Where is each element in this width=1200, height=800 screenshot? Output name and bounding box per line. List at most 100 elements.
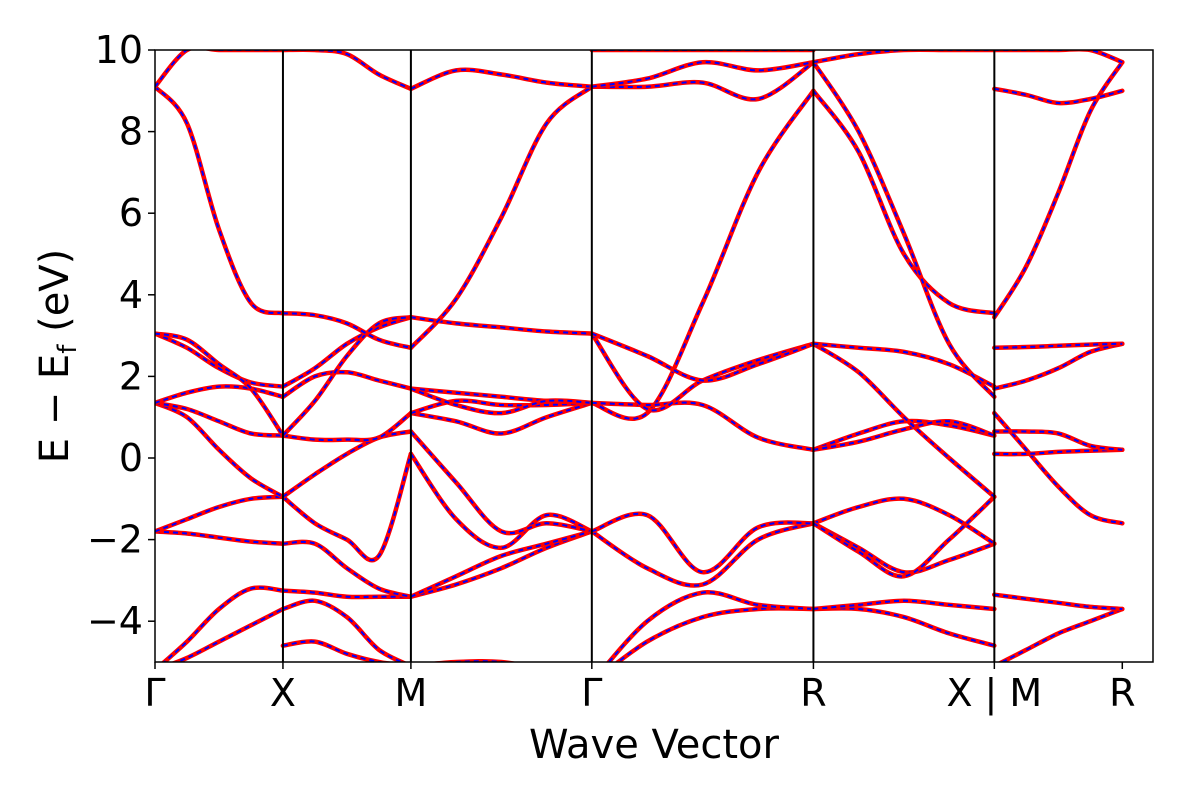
band-line-red-s2-b3 [408, 451, 595, 551]
band-line-blue-s3-b9 [591, 61, 814, 88]
band-line-red-s4-b0 [811, 606, 997, 648]
band-line-blue-s5-b0 [1000, 608, 1123, 662]
band-line-blue-s5-b4 [994, 430, 1123, 451]
band-line-red-s0-b9 [155, 84, 286, 316]
band-line-red-s0-b3 [155, 494, 286, 534]
band-line-blue-s1-b11 [282, 50, 412, 90]
band-line-blue-s0-b2 [155, 530, 283, 545]
plot-frame [154, 49, 1154, 663]
y-tick-label-7: 10 [95, 28, 143, 72]
x-tick-label-1: X [270, 671, 296, 715]
band-line-blue-s0-b10 [155, 50, 283, 88]
band-line-blue-s1-b0 [282, 640, 386, 662]
band-line-blue-s4-b6 [813, 420, 995, 451]
band-line-red-s0-b10 [155, 50, 286, 89]
band-line-blue-s2-b11 [410, 68, 592, 90]
band-line-blue-s5-b8 [994, 87, 1123, 105]
x-tick-label-6: R [1109, 671, 1135, 715]
band-line-red-s1-b5 [280, 429, 414, 500]
y-axis-title-unit: (eV) [32, 249, 78, 345]
band-line-blue-s3-b7 [591, 332, 814, 382]
band-line-red-s3-b2 [589, 521, 816, 588]
band-line-blue-s3-b5 [591, 401, 814, 451]
band-line-blue-s2-b0 [441, 660, 510, 662]
band-line-blue-s4-b11 [813, 50, 995, 64]
band-line-blue-s2-b8 [410, 387, 592, 415]
band-line-red-s5-b7 [992, 59, 1125, 320]
band-line-blue-s4-b8 [813, 342, 995, 388]
band-line-blue-s1-b1 [282, 599, 405, 662]
band-line-red-s5-b9 [992, 50, 1125, 65]
band-line-blue-s2-b4 [410, 430, 592, 535]
band-line-red-s3-b5 [589, 400, 816, 453]
band-line-blue-s5-b3 [994, 448, 1123, 456]
x-tick-label-0: Γ [144, 671, 165, 715]
band-line-blue-s0-b0 [162, 586, 284, 662]
y-tick-label-0: −4 [87, 599, 143, 643]
band-line-red-s0-b6 [155, 384, 286, 406]
band-line-red-s1-b8 [280, 314, 414, 389]
band-line-blue-s0-b9 [155, 85, 284, 315]
y-axis-title-main: E − E [32, 354, 78, 464]
band-line-red-s4-b2 [811, 521, 997, 575]
y-tick-label-4: 4 [119, 273, 143, 317]
y-axis-ticks: −4 −2 0 2 4 6 8 10 [87, 28, 155, 643]
y-axis-title-sub: f [53, 344, 83, 354]
band-line-red-s1-b4 [280, 451, 414, 563]
y-tick-label-3: 2 [119, 354, 143, 398]
band-line-blue-s1-b10 [282, 312, 412, 349]
band-line-red-s4-b11 [811, 50, 997, 65]
bands-layer [155, 50, 1125, 662]
band-line-red-s0-b0 [160, 585, 286, 662]
band-line-blue-s3-b3 [591, 512, 814, 574]
band-line-blue-s3-b1 [607, 591, 814, 662]
band-line-blue-s3-b4 [591, 90, 815, 420]
y-tick-label-1: −2 [87, 518, 143, 562]
band-line-blue-s5-b1 [994, 593, 1123, 610]
x-axis-title: Wave Vector [529, 722, 780, 768]
band-line-blue-s0-b1 [174, 608, 284, 662]
band-line-blue-s2-b9 [410, 316, 592, 335]
band-line-blue-s2-b7 [410, 387, 592, 404]
band-line-blue-s1-b6 [282, 412, 412, 442]
band-line-blue-s2-b1 [410, 530, 593, 598]
kpoint-lines [281, 50, 996, 662]
band-line-red-s2-b0 [428, 658, 519, 662]
band-line-blue-s4-b4 [812, 496, 995, 578]
band-line-red-s5-b5 [992, 341, 1125, 391]
band-line-red-s2-b11 [408, 67, 595, 92]
band-line-blue-s1-b8 [282, 316, 412, 388]
band-line-blue-s5-b6 [994, 342, 1123, 349]
band-line-blue-s4-b1 [813, 599, 995, 610]
band-line-red-s1-b11 [280, 50, 414, 92]
band-line-blue-s0-b5 [155, 401, 283, 437]
band-line-red-s1-b1 [280, 598, 408, 662]
x-axis-ticks: Γ X M Γ R X | M R [144, 662, 1135, 716]
band-line-blue-s0-b7 [155, 332, 284, 388]
y-tick-label-5: 6 [119, 191, 143, 235]
band-line-red-s2-b10 [408, 84, 595, 351]
band-line-red-s5-b0 [997, 606, 1125, 662]
band-line-blue-s0-b6 [155, 385, 284, 404]
band-line-blue-s4-b2 [812, 522, 995, 574]
band-line-blue-s2-b5 [410, 401, 593, 435]
band-line-blue-s4-b10 [812, 61, 996, 398]
band-line-red-s4-b1 [811, 598, 997, 612]
band-line-blue-s1-b4 [282, 453, 412, 562]
band-line-blue-s1-b9 [282, 316, 412, 437]
band-line-red-s4-b8 [811, 341, 997, 389]
band-line-blue-s0-b4 [155, 401, 284, 498]
band-line-blue-s4-b5 [813, 419, 995, 451]
y-tick-label-2: 0 [119, 436, 143, 480]
band-line-blue-s1-b2 [282, 589, 411, 599]
band-line-blue-s2-b6 [410, 399, 592, 415]
band-line-red-s3-b1 [606, 589, 816, 662]
x-tick-label-3: Γ [581, 671, 602, 715]
band-line-blue-s1-b3 [282, 540, 412, 598]
x-tick-label-4: R [800, 671, 826, 715]
band-line-blue-s4-b3 [813, 497, 995, 545]
y-tick-label-6: 8 [119, 110, 143, 154]
band-line-blue-s4-b7 [812, 342, 995, 498]
band-line-red-s3-b4 [589, 88, 816, 421]
